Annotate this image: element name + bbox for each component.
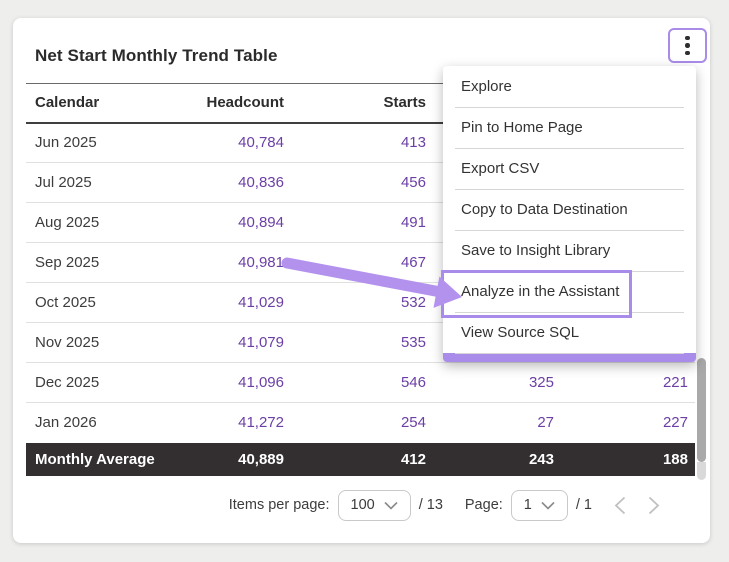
items-per-page-label: Items per page: (228, 497, 330, 513)
pagination-bar: Items per page: 100 / 13 Page: 1 / 1 (229, 489, 660, 521)
table-cell: 546 (285, 362, 427, 403)
scrollbar-thumb[interactable] (697, 358, 706, 462)
table-cell: 325 (427, 362, 555, 403)
column-header: Headcount (186, 83, 285, 124)
column-header: Calendar (26, 83, 186, 124)
card-title: Net Start Monthly Trend Table (35, 46, 278, 65)
kebab-menu-icon (685, 35, 690, 41)
menu-footer-accent-bar (443, 353, 696, 362)
table-row: Dec 2025 41,096 546 325 221 (26, 362, 695, 403)
items-per-page-select[interactable]: 100 (337, 489, 411, 521)
table-row: Jun 2025 40,784 413 (26, 123, 695, 163)
column-header: Starts (285, 83, 427, 124)
table-cell: 27 (427, 402, 555, 443)
table-cell: 41,079 (186, 322, 285, 363)
page-select[interactable]: 1 (510, 489, 568, 521)
table-cell: 41,029 (186, 282, 285, 323)
menu-item-save-to-insight-library[interactable]: Save to Insight Library (443, 230, 696, 271)
table-cell: Jul 2025 (26, 162, 186, 203)
table-cell: 413 (400, 134, 426, 152)
table-cell: Sep 2025 (26, 242, 186, 283)
table-cell: Jan 2026 (26, 402, 186, 443)
table-cell: 532 (285, 282, 427, 323)
table-cell: Nov 2025 (26, 322, 186, 363)
table-cell: Aug 2025 (26, 202, 186, 243)
table-cell: 40,981 (186, 242, 285, 283)
vertical-scrollbar[interactable] (697, 358, 706, 480)
table-summary-row: Monthly Average 40,889 412 243 188 (26, 442, 695, 476)
page-total: / 1 (575, 497, 592, 513)
summary-cell: Monthly Average (26, 442, 186, 476)
table-cell: Dec 2025 (26, 362, 186, 403)
table-cell: 535 (285, 322, 427, 363)
table-cell: Jun 2025 (35, 134, 97, 152)
next-page-button[interactable] (648, 496, 660, 515)
table-cell: 41,272 (186, 402, 285, 443)
chevron-right-icon (648, 496, 660, 514)
table-cell: 491 (285, 202, 427, 243)
table-cell: 456 (285, 162, 427, 203)
summary-cell: 412 (285, 442, 427, 476)
menu-item-copy-to-data-destination[interactable]: Copy to Data Destination (443, 189, 696, 230)
table-cell: 254 (285, 402, 427, 443)
menu-item-pin-to-home-page[interactable]: Pin to Home Page (443, 107, 696, 148)
chevron-down-icon (541, 501, 555, 510)
previous-page-button[interactable] (614, 496, 626, 515)
card-menu-button[interactable] (668, 28, 707, 63)
summary-cell: 40,889 (186, 442, 285, 476)
items-total: / 13 (418, 497, 443, 513)
table-cell: 41,096 (186, 362, 285, 403)
chevron-down-icon (384, 501, 398, 510)
menu-item-view-source-sql[interactable]: View Source SQL (443, 312, 696, 353)
menu-item-analyze-in-the-assistant[interactable]: Analyze in the Assistant (441, 270, 696, 318)
table-cell: 467 (285, 242, 427, 283)
scrollbar-track (697, 462, 706, 480)
summary-cell: 243 (427, 442, 555, 476)
card-context-menu: Explore Pin to Home Page Export CSV Copy to… (441, 66, 696, 362)
table-cell: Oct 2025 (26, 282, 186, 323)
table-cell: 227 (555, 402, 695, 443)
table-row: Jan 2026 41,272 254 27 227 (26, 402, 695, 443)
summary-cell: 188 (555, 442, 695, 476)
menu-item-explore[interactable]: Explore (461, 78, 512, 95)
table-cell: 40,894 (186, 202, 285, 243)
menu-item-export-csv[interactable]: Export CSV (443, 148, 696, 189)
table-cell: 40,836 (186, 162, 285, 203)
table-cell: 40,784 (238, 134, 284, 152)
table-cell: 221 (555, 362, 695, 403)
chevron-left-icon (614, 496, 626, 514)
page-label: Page: (464, 497, 503, 513)
